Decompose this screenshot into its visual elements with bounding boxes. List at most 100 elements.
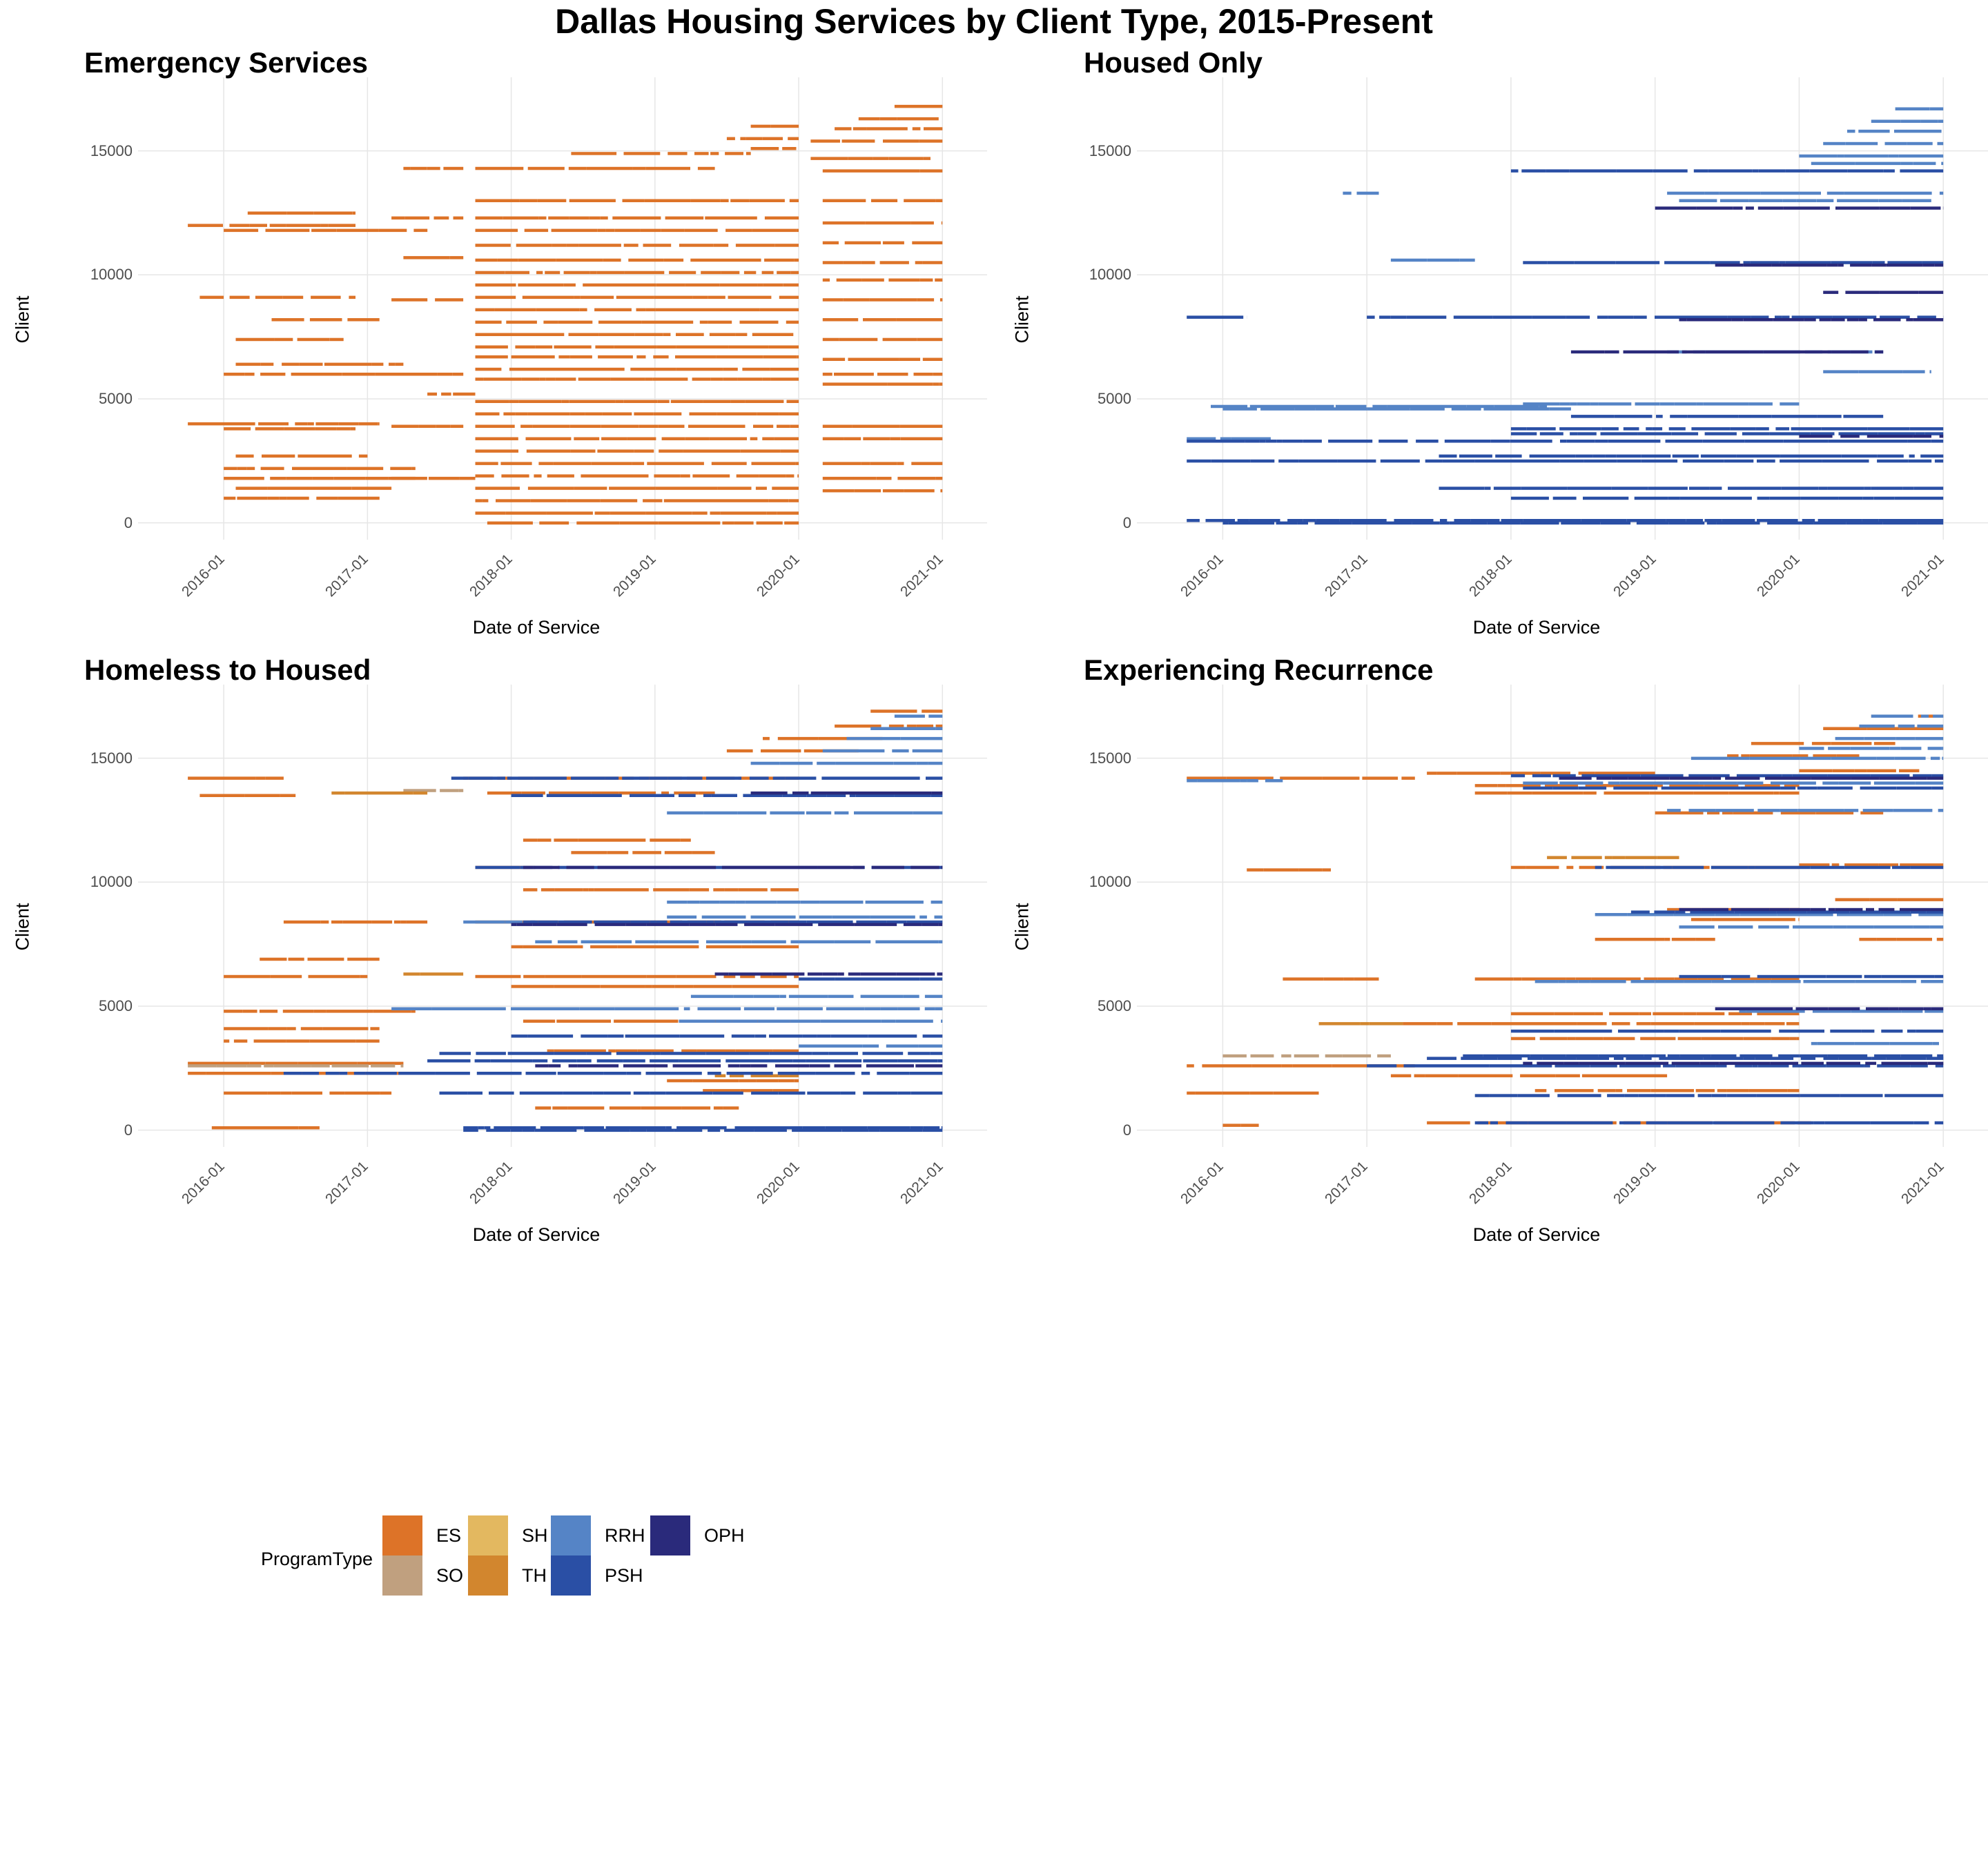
x-tick-label: 2020-01 [1754,551,1804,600]
segment-mark [722,521,734,525]
segment-mark [1862,496,1874,500]
segment-mark [373,1072,421,1075]
segment-mark [928,298,935,302]
segment-mark [1893,440,1908,443]
segment-mark [849,794,856,797]
segment-mark [1938,119,1944,123]
segment-mark [390,467,412,471]
segment-mark [1570,350,1605,354]
segment-mark [1850,263,1872,267]
legend-label: TH [522,1565,547,1586]
segment-mark [302,1072,319,1075]
segment-mark [1406,315,1447,319]
segment-mark [1699,786,1713,790]
segment-mark [1641,454,1671,458]
segment-mark [431,1007,478,1010]
segment-mark [779,412,799,415]
segment-mark [610,377,645,381]
segment-mark [628,258,663,262]
segment-mark [1831,863,1840,867]
segment-mark [788,994,828,999]
segment-mark [1625,1061,1669,1066]
segment-mark [822,373,832,376]
segment-mark [1775,427,1790,431]
segment-mark [896,318,924,322]
segment-mark [1803,980,1815,983]
segment-mark [712,424,746,428]
segment-mark [848,357,866,361]
segment-mark [1471,519,1500,522]
segment-mark [540,1126,584,1130]
segment-mark [1922,519,1944,522]
segment-mark [720,511,767,515]
segment-mark [1595,440,1608,443]
segment-mark [1601,427,1619,431]
segment-mark [1559,776,1566,780]
segment-mark [777,424,790,428]
segment-mark [274,337,293,342]
segment-mark [1667,1121,1682,1125]
segment-mark [740,974,755,979]
segment-mark [650,1091,666,1095]
segment-mark [1401,776,1415,780]
segment-mark [1859,937,1877,941]
segment-mark [935,278,943,282]
segment-mark [352,211,355,215]
segment-mark [763,283,783,287]
segment-mark [601,437,627,440]
segment-mark [566,865,594,870]
segment-mark [545,974,582,979]
segment-mark [1618,772,1655,775]
segment-mark [761,271,774,275]
segment-mark [1934,459,1944,463]
segment-mark [646,974,676,979]
segment-mark [1581,774,1610,778]
segment-mark [1675,1064,1716,1068]
segment-mark [865,901,898,904]
legend-key-th [468,1555,508,1596]
segment-mark [475,333,519,336]
segment-mark [1800,756,1831,760]
segment-mark [1461,459,1475,463]
segment-mark [922,357,943,361]
segment-mark [1817,1041,1855,1046]
segment-mark [1855,980,1901,983]
segment-mark [543,320,558,324]
segment-mark [772,487,799,490]
segment-mark [641,1106,682,1110]
segment-mark [1686,519,1703,522]
segment-mark [522,295,559,300]
segment-mark [1792,1064,1819,1068]
segment-mark [1690,756,1728,760]
segment-mark [788,137,799,141]
segment-mark [788,920,807,924]
segment-mark [1644,977,1658,981]
segment-mark [1579,865,1604,870]
segment-mark [569,216,589,220]
segment-mark [1850,747,1882,750]
segment-mark [1833,440,1859,443]
segment-mark [809,1128,842,1132]
segment-mark [924,127,943,130]
segment-mark [810,791,855,795]
segment-mark [1410,407,1445,411]
segment-mark [1938,496,1944,500]
segment-mark [803,749,829,753]
segment-mark [1785,519,1798,522]
segment-mark [822,382,842,386]
segment-mark [1789,907,1811,912]
segment-mark [1802,519,1815,522]
panel-title: Housed Only [1084,46,1263,79]
segment-mark [877,736,901,740]
segment-mark [224,427,251,431]
segment-mark [1898,724,1915,728]
y-tick-label: 15000 [90,141,133,159]
segment-mark [1845,141,1878,146]
segment-mark [679,1059,721,1063]
segment-mark [264,1064,274,1068]
segment-mark [1735,1064,1753,1068]
segment-mark [1915,432,1925,435]
segment-mark [723,367,738,371]
segment-mark [790,940,799,943]
segment-mark [489,1091,514,1095]
